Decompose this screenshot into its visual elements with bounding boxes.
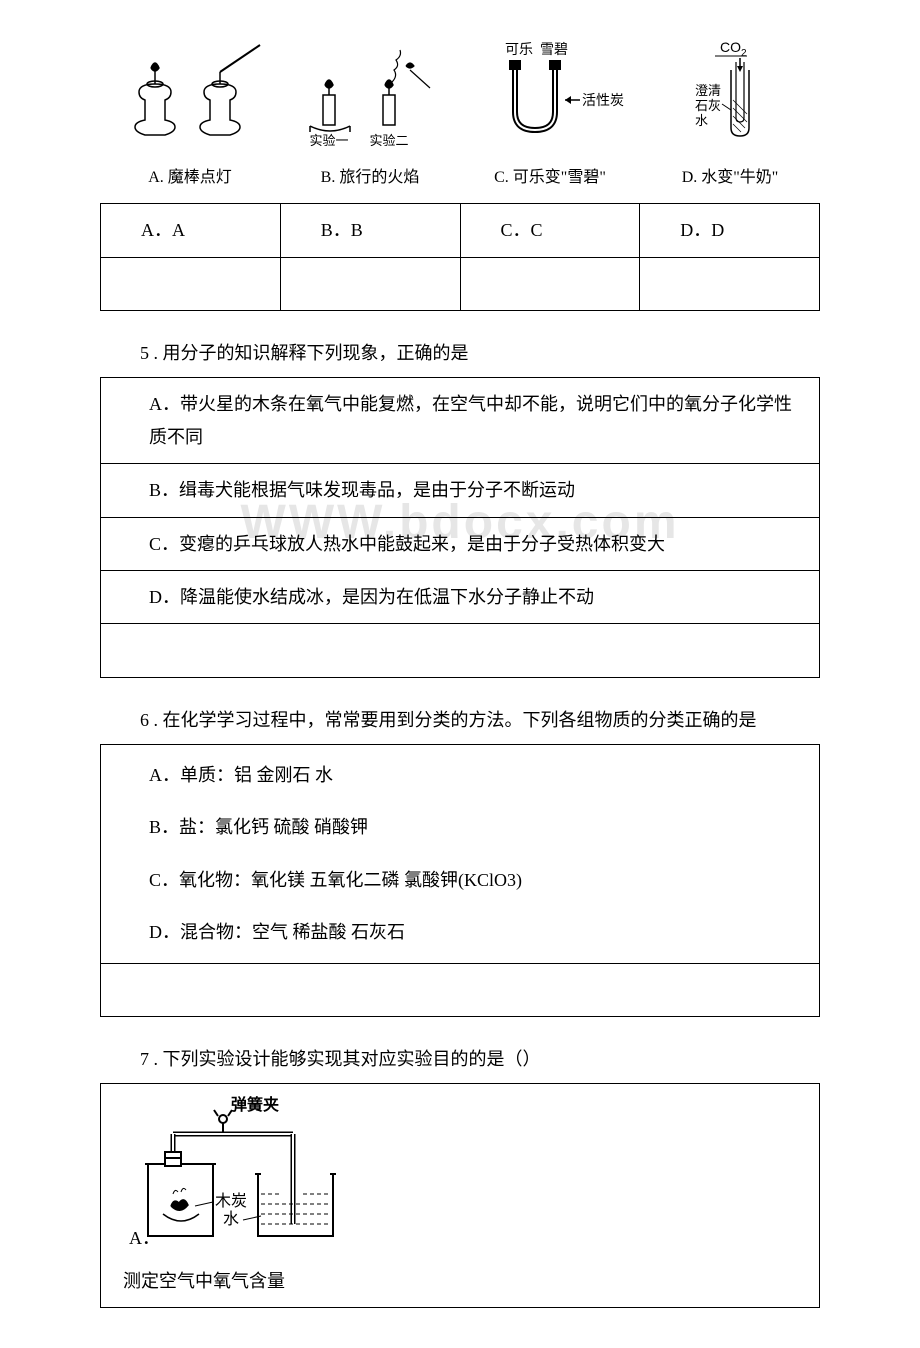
q4-empty-b [280,257,460,310]
q4-options-table: A．A B．B C．C D．D [100,203,820,311]
q6-opt-c: C．氧化物：氧化镁 五氧化二磷 氯酸钾(KClO3) [117,860,803,900]
diagram-a: A. 魔棒点灯 [100,40,280,193]
q6-opt-a: A．单质：铝 金刚石 水 [117,755,803,795]
q5-opt-c: C．变瘪的乒乓球放人热水中能鼓起来，是由于分子受热体积变大 [101,517,820,570]
diagram-d: CO2 [640,40,820,193]
q7-caption: 测定空气中氧气含量 [123,1265,803,1297]
q4-opt-d: D．D [640,204,820,257]
candle-icon: 实验一 实验二 [295,40,445,150]
diagram-c-caption: C. 可乐变"雪碧" [460,164,640,193]
q5-opt-d: D．降温能使水结成冰，是因为在低温下水分子静止不动 [101,570,820,623]
diagram-a-caption: A. 魔棒点灯 [100,164,280,193]
svg-text:水: 水 [695,113,708,128]
q6-stem: 6 . 在化学学习过程中，常常要用到分类的方法。下列各组物质的分类正确的是 [140,704,820,736]
svg-text:澄清: 澄清 [695,83,721,98]
svg-text:实验一: 实验一 [309,133,348,148]
q5-opt-b: B．缉毒犬能根据气味发现毒品，是由于分子不断运动 [101,464,820,517]
q4-empty-a [101,257,281,310]
q7-table: 弹簧夹 [100,1083,820,1308]
lamp-icon [115,40,265,150]
diagram-c: 可乐 雪碧 活性炭 C. 可乐变"雪碧" [460,40,640,193]
q7-stem: 7 . 下列实验设计能够实现其对应实验目的的是（） [140,1043,820,1075]
q7-cell: 弹簧夹 [101,1084,820,1308]
q6-table: A．单质：铝 金刚石 水 B．盐：氯化钙 硫酸 硝酸钾 C．氧化物：氧化镁 五氧… [100,744,820,1017]
q4-opt-b: B．B [280,204,460,257]
svg-text:活性炭: 活性炭 [582,93,624,109]
q5-opt-a: A．带火星的木条在氧气中能复燃，在空气中却不能，说明它们中的氧分子化学性质不同 [101,378,820,464]
svg-text:石灰: 石灰 [695,98,721,113]
apparatus-icon: 弹簧夹 [123,1094,363,1254]
q5-stem: 5 . 用分子的知识解释下列现象，正确的是 [140,337,820,369]
utube-icon: 可乐 雪碧 活性炭 [470,40,630,150]
svg-text:木炭: 木炭 [215,1192,247,1210]
q6-empty [101,963,820,1016]
testtubes-icon: CO2 [665,40,795,150]
q6-opt-b: B．盐：氯化钙 硫酸 硝酸钾 [117,807,803,847]
q4-opt-c: C．C [460,204,640,257]
q4-opt-a: A．A [101,204,281,257]
q4-empty-c [460,257,640,310]
diagram-b: 实验一 实验二 B. 旅行的火焰 [280,40,460,193]
diagram-d-caption: D. 水变"牛奶" [640,164,820,193]
q5-table: A．带火星的木条在氧气中能复燃，在空气中却不能，说明它们中的氧分子化学性质不同 … [100,377,820,677]
q4-empty-d [640,257,820,310]
diagram-row: A. 魔棒点灯 实验一 [100,40,820,193]
diagram-b-caption: B. 旅行的火焰 [280,164,460,193]
q6-opt-d: D．混合物：空气 稀盐酸 石灰石 [117,912,803,952]
q5-empty [101,624,820,677]
svg-text:实验二: 实验二 [369,133,408,148]
svg-text:水: 水 [223,1210,239,1228]
q6-opts: A．单质：铝 金刚石 水 B．盐：氯化钙 硫酸 硝酸钾 C．氧化物：氧化镁 五氧… [101,745,820,964]
svg-text:可乐: 可乐 [505,42,533,58]
svg-text:雪碧: 雪碧 [540,42,568,58]
svg-text:A．: A． [129,1228,160,1248]
svg-text:弹簧夹: 弹簧夹 [231,1095,279,1114]
